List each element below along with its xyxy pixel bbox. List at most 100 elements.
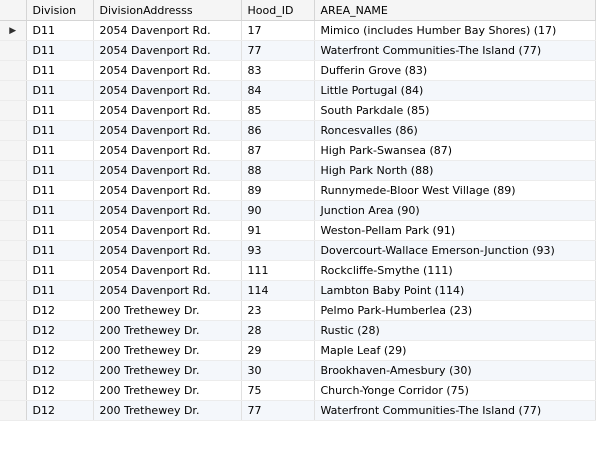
cell-area-name[interactable]: Church-Yonge Corridor (75) — [314, 380, 596, 401]
cell-hood-id[interactable]: 84 — [241, 80, 315, 101]
row-indicator[interactable] — [0, 240, 27, 261]
cell-division[interactable]: D11 — [26, 200, 94, 221]
table-row[interactable]: D11 2054 Davenport Rd. 89 Runnymede-Bloor W… — [0, 180, 596, 201]
cell-division-address[interactable]: 2054 Davenport Rd. — [93, 200, 242, 221]
column-header-division-address[interactable]: DivisionAddresss — [93, 0, 242, 21]
table-row[interactable]: D11 2054 Davenport Rd. 77 Waterfront Commun… — [0, 40, 596, 61]
cell-area-name[interactable]: Roncesvalles (86) — [314, 120, 596, 141]
column-header-area-name[interactable]: AREA_NAME — [314, 0, 596, 21]
cell-area-name[interactable]: Junction Area (90) — [314, 200, 596, 221]
table-row[interactable]: D12 200 Trethewey Dr. 30 Brookhaven-Amesbur… — [0, 360, 596, 381]
cell-hood-id[interactable]: 23 — [241, 300, 315, 321]
cell-division-address[interactable]: 2054 Davenport Rd. — [93, 260, 242, 281]
table-row[interactable]: ▶ D11 2054 Davenport Rd. 17 Mimico (includes… — [0, 20, 596, 41]
table-row[interactable]: D11 2054 Davenport Rd. 88 High Park North (… — [0, 160, 596, 181]
column-header-hood-id[interactable]: Hood_ID — [241, 0, 315, 21]
cell-division[interactable]: D11 — [26, 60, 94, 81]
cell-division-address[interactable]: 2054 Davenport Rd. — [93, 100, 242, 121]
cell-hood-id[interactable]: 114 — [241, 280, 315, 301]
cell-hood-id[interactable]: 91 — [241, 220, 315, 241]
row-indicator[interactable] — [0, 260, 27, 281]
cell-hood-id[interactable]: 89 — [241, 180, 315, 201]
cell-division[interactable]: D11 — [26, 220, 94, 241]
cell-division-address[interactable]: 200 Trethewey Dr. — [93, 340, 242, 361]
cell-division[interactable]: D11 — [26, 240, 94, 261]
cell-division[interactable]: D11 — [26, 260, 94, 281]
cell-division-address[interactable]: 200 Trethewey Dr. — [93, 380, 242, 401]
cell-division-address[interactable]: 200 Trethewey Dr. — [93, 300, 242, 321]
row-indicator[interactable] — [0, 120, 27, 141]
cell-division-address[interactable]: 200 Trethewey Dr. — [93, 360, 242, 381]
row-indicator[interactable]: ▶ — [0, 20, 27, 41]
cell-area-name[interactable]: Mimico (includes Humber Bay Shores) (17) — [314, 20, 596, 41]
row-indicator[interactable] — [0, 180, 27, 201]
table-row[interactable]: D11 2054 Davenport Rd. 91 Weston-Pellam Par… — [0, 220, 596, 241]
cell-hood-id[interactable]: 86 — [241, 120, 315, 141]
cell-area-name[interactable]: Rustic (28) — [314, 320, 596, 341]
cell-division[interactable]: D11 — [26, 160, 94, 181]
table-row[interactable]: D11 2054 Davenport Rd. 85 South Parkdale (8… — [0, 100, 596, 121]
cell-division[interactable]: D11 — [26, 180, 94, 201]
cell-hood-id[interactable]: 75 — [241, 380, 315, 401]
table-row[interactable]: D11 2054 Davenport Rd. 114 Lambton Baby Poi… — [0, 280, 596, 301]
cell-area-name[interactable]: South Parkdale (85) — [314, 100, 596, 121]
cell-division[interactable]: D11 — [26, 80, 94, 101]
table-row[interactable]: D11 2054 Davenport Rd. 93 Dovercourt-Wallac… — [0, 240, 596, 261]
cell-division[interactable]: D12 — [26, 360, 94, 381]
cell-area-name[interactable]: High Park North (88) — [314, 160, 596, 181]
row-indicator[interactable] — [0, 300, 27, 321]
cell-division[interactable]: D12 — [26, 380, 94, 401]
row-indicator[interactable] — [0, 40, 27, 61]
cell-division-address[interactable]: 2054 Davenport Rd. — [93, 120, 242, 141]
cell-area-name[interactable]: Rockcliffe-Smythe (111) — [314, 260, 596, 281]
cell-hood-id[interactable]: 28 — [241, 320, 315, 341]
cell-division-address[interactable]: 2054 Davenport Rd. — [93, 80, 242, 101]
cell-division-address[interactable]: 2054 Davenport Rd. — [93, 20, 242, 41]
row-indicator[interactable] — [0, 140, 27, 161]
cell-area-name[interactable]: Dovercourt-Wallace Emerson-Junction (93) — [314, 240, 596, 261]
table-row[interactable]: D12 200 Trethewey Dr. 77 Waterfront Communi… — [0, 400, 596, 421]
cell-division[interactable]: D11 — [26, 100, 94, 121]
row-indicator[interactable] — [0, 360, 27, 381]
table-row[interactable]: D11 2054 Davenport Rd. 83 Dufferin Grove (8… — [0, 60, 596, 81]
cell-area-name[interactable]: Pelmo Park-Humberlea (23) — [314, 300, 596, 321]
cell-division[interactable]: D12 — [26, 320, 94, 341]
cell-division-address[interactable]: 2054 Davenport Rd. — [93, 160, 242, 181]
cell-division[interactable]: D12 — [26, 300, 94, 321]
cell-division-address[interactable]: 2054 Davenport Rd. — [93, 60, 242, 81]
table-row[interactable]: D11 2054 Davenport Rd. 87 High Park-Swansea… — [0, 140, 596, 161]
row-indicator[interactable] — [0, 280, 27, 301]
cell-division[interactable]: D11 — [26, 280, 94, 301]
cell-division-address[interactable]: 2054 Davenport Rd. — [93, 220, 242, 241]
row-indicator[interactable] — [0, 60, 27, 81]
cell-hood-id[interactable]: 87 — [241, 140, 315, 161]
cell-division[interactable]: D12 — [26, 400, 94, 421]
row-indicator[interactable] — [0, 200, 27, 221]
table-row[interactable]: D12 200 Trethewey Dr. 29 Maple Leaf (29) — [0, 340, 596, 361]
cell-area-name[interactable]: Lambton Baby Point (114) — [314, 280, 596, 301]
cell-division[interactable]: D11 — [26, 40, 94, 61]
cell-division-address[interactable]: 2054 Davenport Rd. — [93, 40, 242, 61]
cell-area-name[interactable]: Little Portugal (84) — [314, 80, 596, 101]
cell-division-address[interactable]: 2054 Davenport Rd. — [93, 280, 242, 301]
table-row[interactable]: D11 2054 Davenport Rd. 86 Roncesvalles (86) — [0, 120, 596, 141]
cell-hood-id[interactable]: 90 — [241, 200, 315, 221]
cell-hood-id[interactable]: 83 — [241, 60, 315, 81]
cell-area-name[interactable]: Runnymede-Bloor West Village (89) — [314, 180, 596, 201]
table-row[interactable]: D12 200 Trethewey Dr. 75 Church-Yonge Corri… — [0, 380, 596, 401]
cell-hood-id[interactable]: 93 — [241, 240, 315, 261]
cell-area-name[interactable]: Maple Leaf (29) — [314, 340, 596, 361]
row-indicator[interactable] — [0, 220, 27, 241]
row-indicator[interactable] — [0, 400, 27, 421]
cell-area-name[interactable]: Waterfront Communities-The Island (77) — [314, 40, 596, 61]
column-header-division[interactable]: Division — [26, 0, 94, 21]
cell-area-name[interactable]: Waterfront Communities-The Island (77) — [314, 400, 596, 421]
table-row[interactable]: D11 2054 Davenport Rd. 84 Little Portugal (… — [0, 80, 596, 101]
row-indicator[interactable] — [0, 380, 27, 401]
cell-division[interactable]: D11 — [26, 140, 94, 161]
cell-hood-id[interactable]: 17 — [241, 20, 315, 41]
row-indicator[interactable] — [0, 80, 27, 101]
cell-area-name[interactable]: Dufferin Grove (83) — [314, 60, 596, 81]
cell-area-name[interactable]: Weston-Pellam Park (91) — [314, 220, 596, 241]
cell-division-address[interactable]: 2054 Davenport Rd. — [93, 140, 242, 161]
